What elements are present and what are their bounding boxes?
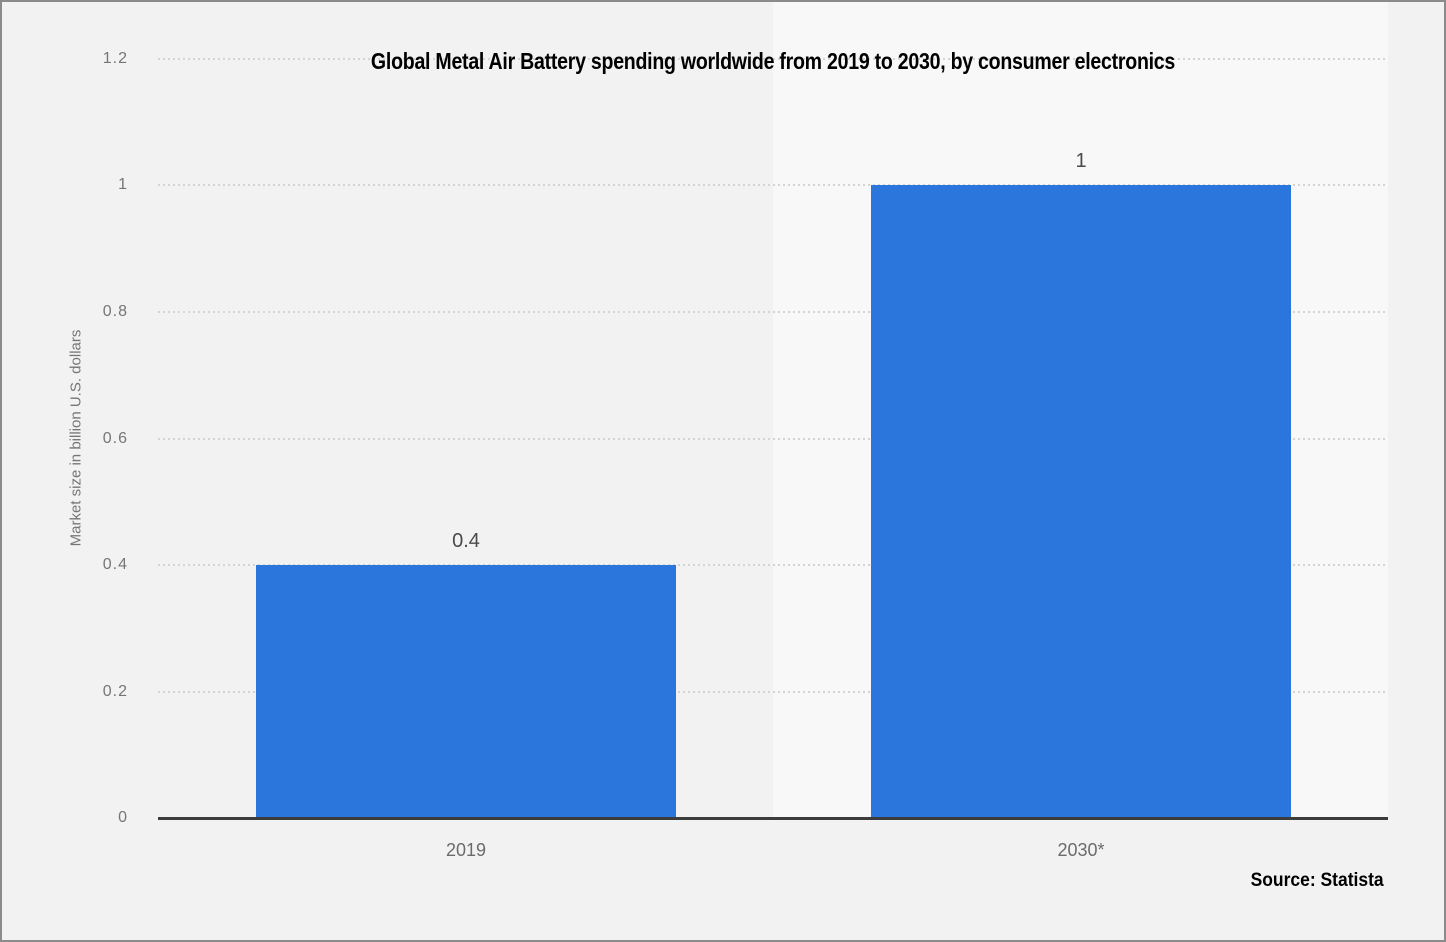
value-label-2030*: 1	[1075, 150, 1087, 172]
y-tick-label-0: 0	[118, 809, 128, 826]
gridline-0.6	[158, 438, 1388, 440]
x-axis-label-2019: 2019	[445, 840, 487, 860]
plot-area: 0.4 1	[158, 58, 1388, 820]
source-label: Source: Statista	[1250, 870, 1384, 891]
gridline-0.4	[158, 564, 1388, 566]
x-axis-label-2030*: 2030*	[1057, 840, 1105, 860]
y-tick-label-1: 1	[118, 176, 128, 193]
y-tick-label-0.8: 0.8	[102, 303, 128, 320]
y-tick-label-0.2: 0.2	[102, 683, 128, 700]
value-label-2019: 0.4	[452, 530, 480, 552]
gridline-1.2	[158, 58, 1388, 60]
bar-2030*[interactable]	[871, 185, 1291, 818]
gridline-1	[158, 184, 1388, 186]
y-tick-label-0.6: 0.6	[102, 430, 128, 447]
y-tick-label-1.2: 1.2	[102, 50, 128, 67]
gridline-0.8	[158, 311, 1388, 313]
y-tick-label-0.4: 0.4	[102, 556, 128, 573]
x-axis-line	[158, 817, 1388, 820]
bar-2019[interactable]	[256, 565, 676, 818]
chart-title: Global Metal Air Battery spending worldw…	[370, 48, 1176, 74]
gridline-0.2	[158, 691, 1388, 693]
